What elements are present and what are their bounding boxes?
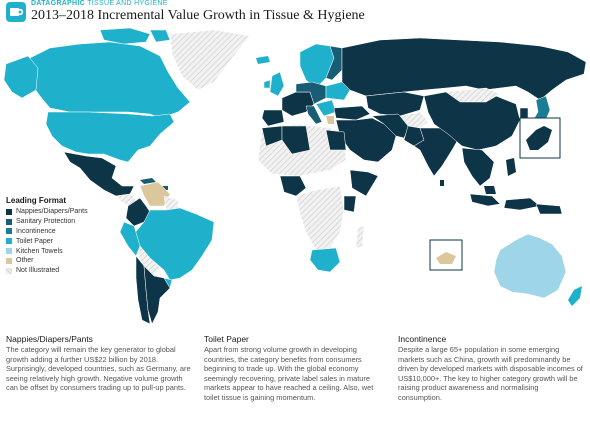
legend-label: Kitchen Towels (16, 247, 63, 255)
greenland-region (169, 29, 251, 91)
column-heading: Nappies/Diapers/Pants (6, 334, 93, 344)
legend-label: Not Illustrated (16, 267, 60, 275)
legend-swatch (6, 228, 12, 235)
legend-swatch (6, 257, 12, 264)
legend-swatch (6, 218, 12, 225)
png-region (535, 203, 563, 215)
legend-item-incontinence: Incontinence (6, 227, 116, 237)
legend-label: Toilet Paper (16, 237, 53, 245)
text-columns: Nappies/Diapers/Pants The category will … (0, 334, 590, 428)
uruguay-region (163, 277, 173, 289)
madagascar-region (356, 226, 364, 248)
southeast-asia-region (461, 147, 495, 187)
legend-label: Incontinence (16, 227, 56, 235)
arctic-islands-region (99, 27, 171, 45)
eastern-europe-region (325, 81, 351, 101)
philippines-region (506, 158, 516, 176)
legend-item-sanitary: Sanitary Protection (6, 217, 116, 227)
guianas-region (163, 195, 179, 211)
balkans-region (315, 99, 337, 117)
legend-label: Nappies/Diapers/Pants (16, 208, 88, 216)
alaska-region (3, 55, 39, 99)
column-toilet-paper: Toilet Paper Apart from strong volume gr… (204, 334, 388, 402)
central-europe-region (295, 81, 327, 105)
column-heading: Toilet Paper (204, 334, 249, 344)
kazakhstan-region (365, 91, 425, 117)
legend-item-not-illustrated: Not Illustrated (6, 266, 116, 276)
legend-title: Leading Format (6, 196, 67, 205)
legend-swatch (6, 267, 12, 274)
greece-region (326, 116, 334, 124)
kicker: DATAGRAPHIC TISSUE AND HYGIENE (31, 0, 168, 7)
kicker-label: DATAGRAPHIC (31, 0, 85, 7)
page-title: 2013–2018 Incremental Value Growth in Ti… (31, 8, 365, 23)
legend-item-nappies: Nappies/Diapers/Pants (6, 207, 116, 217)
kicker-topic: TISSUE AND HYGIENE (87, 0, 168, 7)
japan-inset (519, 117, 561, 159)
mongolia-region (445, 87, 501, 103)
central-africa-region (295, 185, 345, 251)
middle-east-region (335, 117, 397, 163)
west-africa-region (279, 175, 307, 197)
afghanistan-region (399, 111, 429, 131)
legend-label: Other (16, 257, 34, 265)
new-zealand-region (568, 286, 582, 306)
turkey-region (333, 105, 371, 121)
iceland-region (256, 56, 270, 64)
column-body: The category will remain the key generat… (6, 345, 191, 392)
singapore-inset (429, 239, 463, 271)
column-body: Apart from strong volume growth in devel… (204, 345, 374, 402)
legend-item-toilet-paper: Toilet Paper (6, 236, 116, 246)
italy-region (305, 105, 323, 125)
iran-region (371, 113, 411, 139)
world-map (3, 27, 587, 324)
legend-swatch (6, 248, 12, 255)
header: DATAGRAPHIC TISSUE AND HYGIENE 2013–2018… (0, 0, 590, 26)
canada-region (29, 41, 191, 119)
legend-item-other: Other (6, 256, 116, 266)
scandinavia-region (299, 43, 335, 89)
kenya-region (343, 195, 357, 213)
malaysia-region (484, 186, 496, 194)
indonesia-region (469, 193, 541, 211)
usa-region (45, 111, 175, 163)
column-body: Despite a large 65+ population in some e… (398, 345, 583, 402)
algeria-region (281, 125, 311, 155)
column-heading: Incontinence (398, 334, 447, 344)
legend-item-kitchen-towels: Kitchen Towels (6, 246, 116, 256)
sri-lanka-region (440, 180, 444, 186)
iberia-region (261, 109, 285, 127)
legend-swatch (6, 208, 12, 215)
map-legend: Leading Format Nappies/Diapers/Pants San… (6, 196, 116, 276)
column-incontinence: Incontinence Despite a large 65+ populat… (398, 334, 584, 402)
argentina-region (143, 265, 171, 324)
legend-label: Sanitary Protection (16, 218, 76, 226)
euromonitor-logo-icon (6, 2, 26, 22)
mexico-region (63, 151, 135, 197)
legend-swatch (6, 238, 12, 245)
horn-of-africa-region (349, 169, 379, 197)
egypt-region (325, 129, 347, 151)
column-nappies: Nappies/Diapers/Pants The category will … (6, 334, 196, 393)
australia-region (493, 233, 567, 299)
peru-region (119, 221, 141, 257)
venezuela-region (139, 181, 171, 207)
uk-region (263, 71, 285, 97)
south-africa-region (309, 247, 341, 273)
